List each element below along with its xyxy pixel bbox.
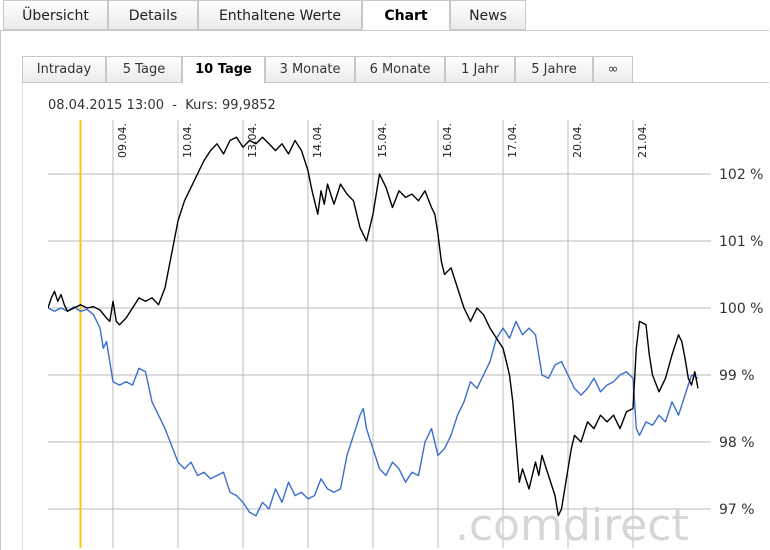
chart-panel xyxy=(0,30,769,550)
x-tick-label: 09.04. xyxy=(116,123,129,158)
comdirect-watermark: .comdirect xyxy=(455,500,689,550)
tab-intraday[interactable]: Intraday xyxy=(22,56,106,83)
y-tick-label: 97 % xyxy=(719,502,755,518)
info-kurs-label: Kurs: xyxy=(185,98,218,113)
price-info: 08.04.2015 13:00 - Kurs: 99,9852 xyxy=(48,98,276,113)
y-tick-label: 99 % xyxy=(719,368,755,384)
x-tick-label: 20.04. xyxy=(571,123,584,158)
tab-max[interactable]: ∞ xyxy=(593,56,633,83)
tab-uebersicht[interactable]: Übersicht xyxy=(3,0,108,30)
series-compare-line xyxy=(48,306,699,517)
x-tick-label: 17.04. xyxy=(506,123,519,158)
x-tick-label: 16.04. xyxy=(441,123,454,158)
tab-news[interactable]: News xyxy=(450,0,526,30)
y-tick-label: 98 % xyxy=(719,435,755,451)
info-separator: - xyxy=(172,98,177,113)
x-tick-label: 10.04. xyxy=(181,123,194,158)
x-tick-label: 21.04. xyxy=(636,123,649,158)
tab-enthaltene-werte[interactable]: Enthaltene Werte xyxy=(198,0,362,30)
y-tick-label: 102 % xyxy=(719,167,763,183)
x-tick-label: 13.04. xyxy=(246,123,259,158)
x-tick-label: 15.04. xyxy=(376,123,389,158)
tab-6-monate[interactable]: 6 Monate xyxy=(355,56,445,83)
tab-3-monate[interactable]: 3 Monate xyxy=(265,56,355,83)
tab-1-jahr[interactable]: 1 Jahr xyxy=(445,56,515,83)
y-tick-label: 100 % xyxy=(719,301,763,317)
main-tab-bar: Übersicht Details Enthaltene Werte Chart… xyxy=(0,0,770,31)
info-kurs-value: 99,9852 xyxy=(222,98,276,113)
series-main-line xyxy=(48,136,699,517)
tab-chart[interactable]: Chart xyxy=(362,0,450,30)
tab-10-tage[interactable]: 10 Tage xyxy=(182,56,265,84)
y-tick-label: 101 % xyxy=(719,234,763,250)
info-date: 08.04.2015 13:00 xyxy=(48,98,165,113)
tab-5-jahre[interactable]: 5 Jahre xyxy=(515,56,593,83)
x-tick-label: 14.04. xyxy=(311,123,324,158)
tab-details[interactable]: Details xyxy=(108,0,198,30)
tab-5-tage[interactable]: 5 Tage xyxy=(106,56,182,83)
